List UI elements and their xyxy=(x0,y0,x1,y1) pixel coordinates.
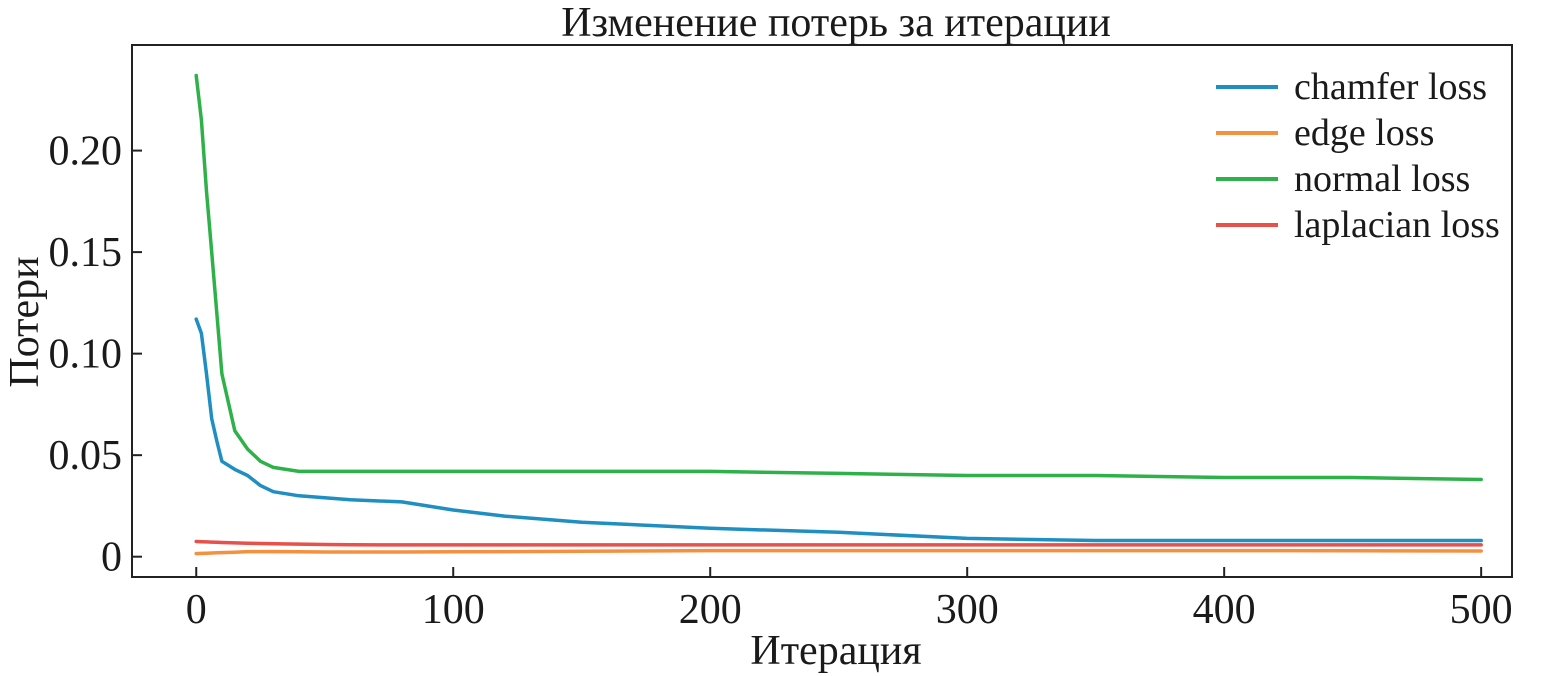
series-line-laplacian-loss xyxy=(194,539,1483,547)
x-tick-label: 200 xyxy=(679,587,742,633)
series-line-edge-loss xyxy=(194,548,1483,556)
y-tick-label: 0.20 xyxy=(49,129,123,175)
y-tick-label: 0.05 xyxy=(49,433,123,479)
legend-label-normal-loss: normal loss xyxy=(1294,158,1470,200)
x-tick-label: 400 xyxy=(1193,587,1256,633)
series-line-normal-loss xyxy=(194,73,1483,482)
series-line-chamfer-loss xyxy=(194,317,1483,543)
legend-label-laplacian-loss: laplacian loss xyxy=(1294,204,1500,246)
x-tick-label: 100 xyxy=(422,587,485,633)
y-tick-label: 0.15 xyxy=(49,230,123,276)
x-axis: 0 100 200 300 400 500 xyxy=(186,567,1513,633)
legend-label-chamfer-loss: chamfer loss xyxy=(1294,66,1487,108)
x-tick-label: 0 xyxy=(186,587,207,633)
series-layer xyxy=(194,73,1483,556)
y-tick-label: 0.10 xyxy=(49,332,123,378)
x-tick-label: 500 xyxy=(1450,587,1513,633)
y-tick-label: 0 xyxy=(101,535,122,581)
y-axis-label: Потери xyxy=(2,256,48,387)
plot-frame xyxy=(131,44,1513,578)
legend-label-edge-loss: edge loss xyxy=(1294,112,1434,154)
chart-title: Изменение потерь за итерации xyxy=(561,0,1111,46)
x-axis-label: Итерация xyxy=(750,628,921,674)
x-tick-label: 300 xyxy=(936,587,999,633)
y-axis: 0 0.05 0.10 0.15 0.20 xyxy=(49,129,142,581)
